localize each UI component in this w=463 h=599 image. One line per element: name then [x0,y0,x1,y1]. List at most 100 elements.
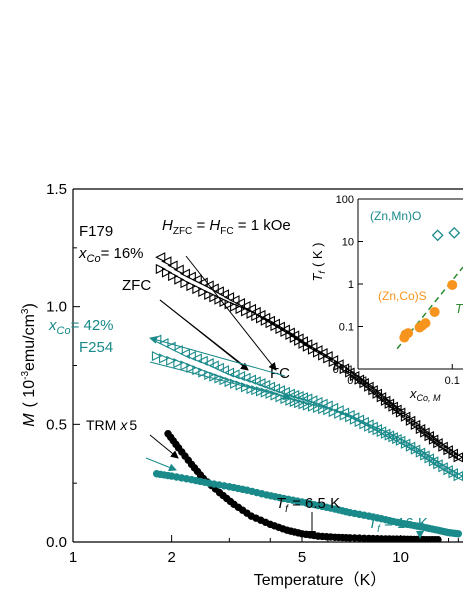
inset-x-tick-label: 0.1 [445,375,460,387]
data-point [224,376,235,388]
data-point [405,415,417,426]
data-point [395,407,407,418]
series-4 [164,430,442,542]
y-axis-label: M( 10-3emu/cm3) [20,303,38,427]
data-point [179,348,190,359]
trm-teal-arrow [145,457,177,472]
data-point [354,374,365,385]
data-point [264,315,276,326]
data-point [260,312,271,323]
data-point [359,378,370,389]
inset-data-point [431,229,444,242]
data-point [349,414,361,425]
data-point [345,412,356,423]
inset-fit-label: T [455,301,463,316]
data-point [280,326,291,338]
data-point [203,358,214,369]
data-point [166,355,177,366]
inset-series-1 [399,279,458,343]
y-tick-label: 0.5 [46,416,67,433]
data-point [317,348,328,359]
inset-zncos-label: (Zn,Co)S [378,289,427,303]
xco-42-label: xCo= 42% [48,317,114,337]
data-point [345,367,356,378]
inset-data-point [403,328,414,339]
data-point [161,256,172,267]
data-point [405,441,417,452]
y-tick-label: 1.5 [46,181,67,198]
data-point [434,535,442,542]
data-point [179,268,190,279]
inset-znmno-label: (Zn,Mn)O [370,209,421,223]
data-point [323,405,334,416]
data-point [218,365,229,376]
data-point [256,313,267,324]
data-point [180,360,191,371]
teal-fc-arrow [149,336,286,377]
main-arrows [145,255,424,539]
x-axis-label: Temperature（K） [254,571,387,589]
data-point [454,530,463,538]
x-tick-label: 1 [69,549,77,566]
data-point [354,416,365,428]
data-point [185,350,196,362]
inset-data-point [420,318,431,329]
data-point [307,342,318,353]
inset-data-point [429,306,440,317]
data-point [448,448,459,459]
data-point [180,278,191,289]
data-point [313,347,324,358]
data-point [234,298,246,309]
data-point [334,360,345,371]
zfc-arrow [159,299,249,371]
data-point [155,252,166,263]
data-point [260,315,271,326]
inset-chart: 0.01 0.1 0.01 0.1 1 10 100 Tf( K ) xCo, M (Zn,… [310,194,463,403]
data-point [334,408,345,419]
data-point [453,452,463,463]
data-point [192,365,203,376]
data-point [307,401,319,412]
tf-6p5-label: Tf = 6.5 K [276,495,340,515]
data-point [400,411,412,422]
inset-series [396,226,463,350]
trm-arrow [149,434,179,459]
data-point [453,471,463,482]
data-point [318,403,329,415]
data-point [339,363,350,375]
data-point [328,355,339,366]
data-point [275,323,286,335]
inset-y-tick-label: 1 [348,279,354,291]
sample-f179-label: F179 [79,223,113,240]
data-point [191,353,202,364]
data-point [269,318,280,329]
data-point [213,362,224,373]
inset-y-tick-label: 0.01 [333,364,354,376]
data-point [349,371,361,382]
data-point [173,264,184,275]
data-point [208,360,219,371]
data-point [333,359,344,370]
sample-f254-label: F254 [79,339,113,356]
data-point [265,388,276,399]
data-point [328,406,339,418]
x-tick-label: 10 [392,549,409,566]
data-point [192,283,203,295]
data-point [323,353,334,364]
data-point [185,271,196,282]
data-point [209,292,220,303]
data-point [270,320,281,332]
data-point [203,280,214,291]
data-point [223,292,235,303]
xco-16-label: xCo= 16% [78,245,144,265]
data-point [448,468,459,479]
data-point [168,270,179,282]
data-point [246,383,257,395]
data-point [256,386,267,397]
data-point [297,392,308,403]
inset-x-tick-label: 0.01 [347,375,368,387]
data-point [302,339,313,350]
data-point [230,378,241,389]
series-3 [151,350,463,482]
data-point [328,356,339,368]
